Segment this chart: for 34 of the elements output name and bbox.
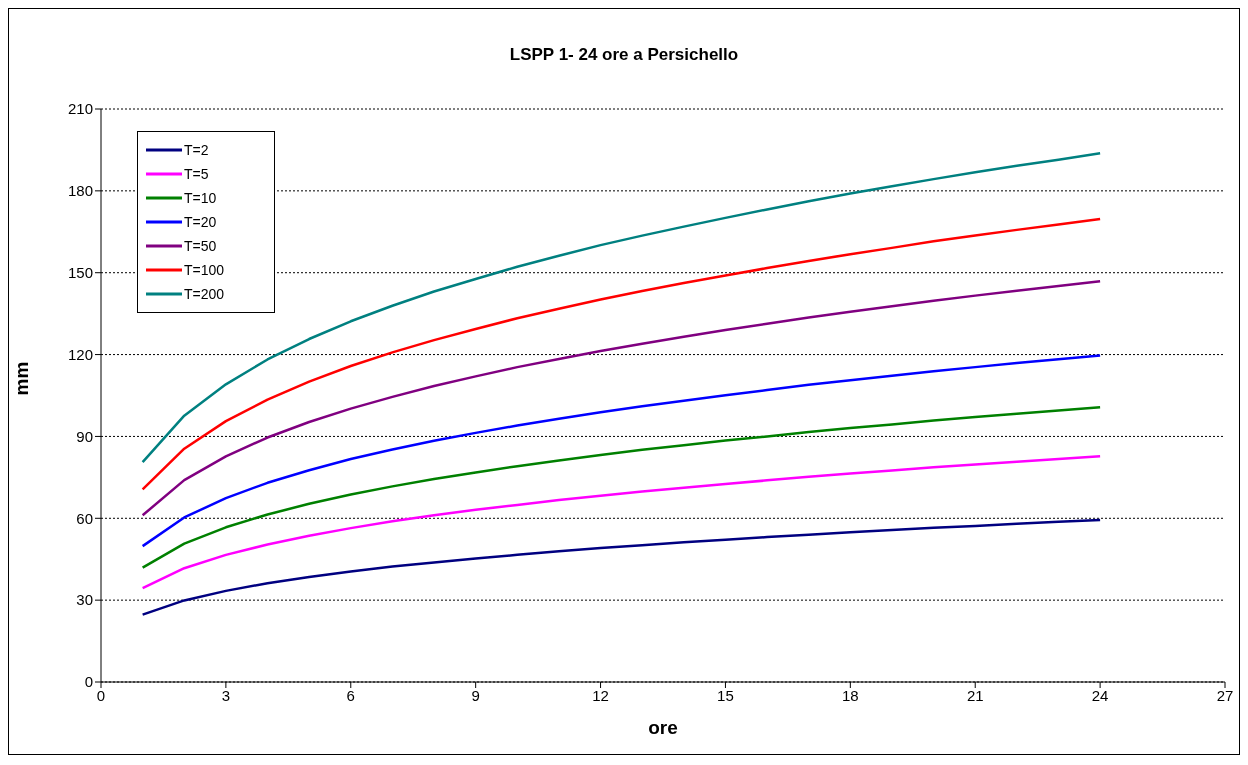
line-series <box>141 279 1102 517</box>
legend-label: T=2 <box>184 142 209 158</box>
x-tick-label: 9 <box>471 686 480 704</box>
x-tick-label: 21 <box>966 686 984 704</box>
x-tick-label: 15 <box>717 686 734 704</box>
legend-label: T=20 <box>184 214 217 230</box>
y-tick-label: 30 <box>76 591 93 609</box>
x-axis-title: ore <box>648 717 678 738</box>
legend-label: T=5 <box>184 166 209 182</box>
line-series <box>141 217 1102 491</box>
x-tick-label: 6 <box>346 686 355 704</box>
y-tick-label: 180 <box>67 182 93 200</box>
legend-label: T=50 <box>184 238 217 254</box>
line-series <box>141 405 1102 569</box>
y-tick-label: 0 <box>84 673 93 691</box>
x-tick-label: 3 <box>221 686 231 704</box>
y-tick-label: 210 <box>67 100 93 118</box>
line-series <box>141 455 1102 590</box>
legend-label: T=10 <box>184 190 217 206</box>
y-axis-title: mm <box>10 361 32 396</box>
line-series <box>141 354 1102 548</box>
y-tick-label: 90 <box>76 427 93 445</box>
y-tick-label: 150 <box>67 264 93 282</box>
legend-label: T=100 <box>184 262 225 278</box>
y-tick-label: 60 <box>76 509 93 527</box>
x-tick-label: 24 <box>1091 686 1109 704</box>
x-tick-label: 27 <box>1216 686 1234 704</box>
x-tick-label: 12 <box>592 686 609 704</box>
x-tick-label: 0 <box>96 686 106 704</box>
x-tick-label: 18 <box>841 686 859 704</box>
chart-title: LSPP 1- 24 ore a Persichello <box>508 45 740 65</box>
legend-label: T=200 <box>184 286 225 302</box>
line-series <box>141 518 1102 616</box>
y-tick-label: 120 <box>67 345 93 363</box>
